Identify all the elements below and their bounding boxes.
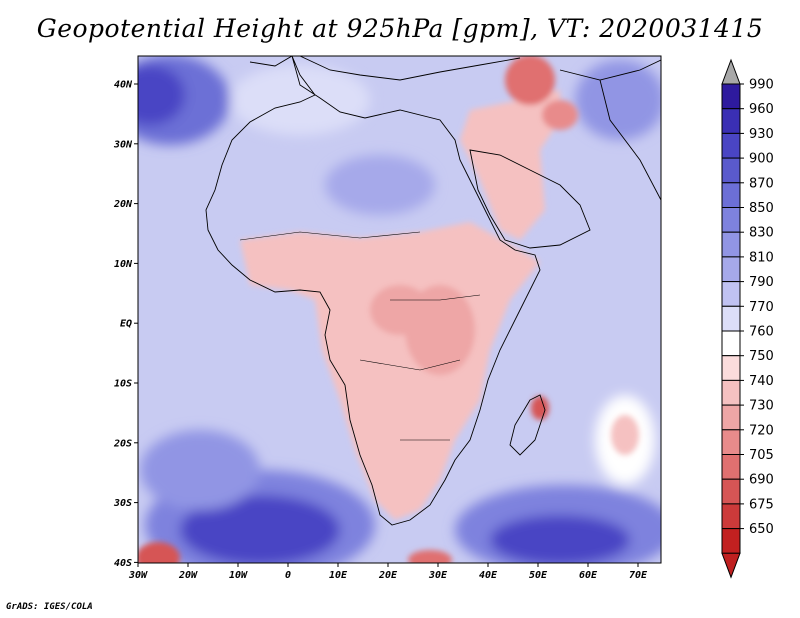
colorbar-swatch: [721, 379, 741, 406]
colorbar-swatch: [721, 207, 741, 233]
lat-label: 30S: [113, 498, 132, 509]
madagascar-coastline: [509, 394, 546, 456]
lon-label: 70E: [629, 570, 648, 581]
longitude-labels: 30W 20W 10W 0 10E 20E 30E 40E 50E 60E 70E: [128, 563, 648, 581]
colorbar-swatch: [721, 182, 741, 209]
asia-coastline: [599, 79, 661, 201]
lon-label: 30E: [428, 570, 448, 581]
colorbar-label: 650: [749, 522, 774, 537]
lat-label: 30N: [113, 139, 133, 150]
colorbar-swatch: [721, 281, 741, 307]
colorbar-label: 770: [749, 300, 774, 315]
colorbar-label: 720: [749, 423, 774, 438]
colorbar-label: 705: [749, 448, 774, 463]
colorbar-bottom-triangle: [721, 552, 741, 579]
colorbar-swatch: [721, 454, 741, 480]
arabia-low-height-region: [460, 90, 560, 240]
plot-frame: [137, 55, 662, 564]
coastlines: [205, 56, 661, 526]
colorbar-swatch: [721, 256, 741, 283]
colorbar-label: 810: [749, 250, 774, 265]
colorbar-label: 760: [749, 325, 774, 340]
lon-label: 10W: [229, 570, 248, 581]
colorbar-label: 850: [749, 201, 774, 216]
lon-label: 50E: [529, 570, 548, 581]
colorbar-label: 930: [749, 127, 774, 142]
colorbar-top-triangle: [721, 58, 741, 85]
colorbar-swatch: [721, 132, 741, 159]
colorbar-swatch: [721, 108, 741, 134]
europe-coastline: [249, 56, 661, 81]
colorbar-label: 790: [749, 275, 774, 290]
lon-label: 30W: [128, 570, 148, 581]
grads-credit: GrADS: IGES/COLA: [6, 602, 93, 612]
map-field: [138, 56, 661, 563]
colorbar-swatch: [721, 305, 741, 332]
colorbar-label: 870: [749, 176, 774, 191]
colorbar-swatch: [721, 503, 741, 530]
lon-label: 20E: [378, 570, 398, 581]
colorbar-label: 740: [749, 374, 774, 389]
lat-label: 20S: [113, 438, 132, 449]
lat-label: 20N: [113, 199, 133, 210]
lat-label: 10N: [114, 259, 133, 270]
colorbar-swatch: [721, 157, 741, 184]
colorbar-label: 960: [749, 102, 774, 117]
colorbar-swatch: [721, 478, 741, 505]
lon-label: 20W: [178, 570, 198, 581]
colorbar-label: 690: [749, 473, 774, 488]
colorbar-swatch: [721, 231, 741, 258]
madagascar-low-height: [531, 396, 549, 420]
lat-label: EQ: [120, 319, 132, 330]
colorbar-swatch: [721, 355, 741, 381]
lon-label: 10E: [329, 570, 348, 581]
africa-low-height-region: [240, 222, 540, 520]
arabia-coastline: [469, 149, 591, 249]
colorbar-label: 730: [749, 399, 774, 414]
colorbar-label: 990: [749, 78, 774, 93]
colorbar-label: 675: [749, 497, 774, 512]
lon-label: 40E: [479, 570, 498, 581]
lon-label: 60E: [579, 570, 598, 581]
country-borders: [239, 231, 481, 441]
colorbar-swatch: [721, 83, 741, 110]
colorbar-swatch: [721, 429, 741, 455]
colorbar-swatch: [721, 330, 741, 357]
africa-coastline: [205, 56, 541, 526]
lon-label: 0: [285, 570, 291, 581]
lat-label: 40N: [114, 80, 133, 91]
latitude-labels: 40N 30N 20N 10N EQ 10S 20S 30S 40S: [113, 80, 138, 569]
lat-label: 40S: [114, 558, 132, 569]
colorbar-swatch: [721, 404, 741, 431]
colorbar: 990 960 930 900 870 850 830 810 790 770 760 750 740 7…: [721, 58, 774, 579]
colorbar-swatch: [721, 528, 741, 554]
colorbar-label: 830: [749, 226, 774, 241]
colorbar-label: 750: [749, 349, 774, 364]
colorbar-label: 900: [749, 152, 774, 167]
lat-label: 10S: [114, 379, 132, 390]
map-title: Geopotential Height at 925hPa [gpm], VT:…: [36, 14, 764, 43]
